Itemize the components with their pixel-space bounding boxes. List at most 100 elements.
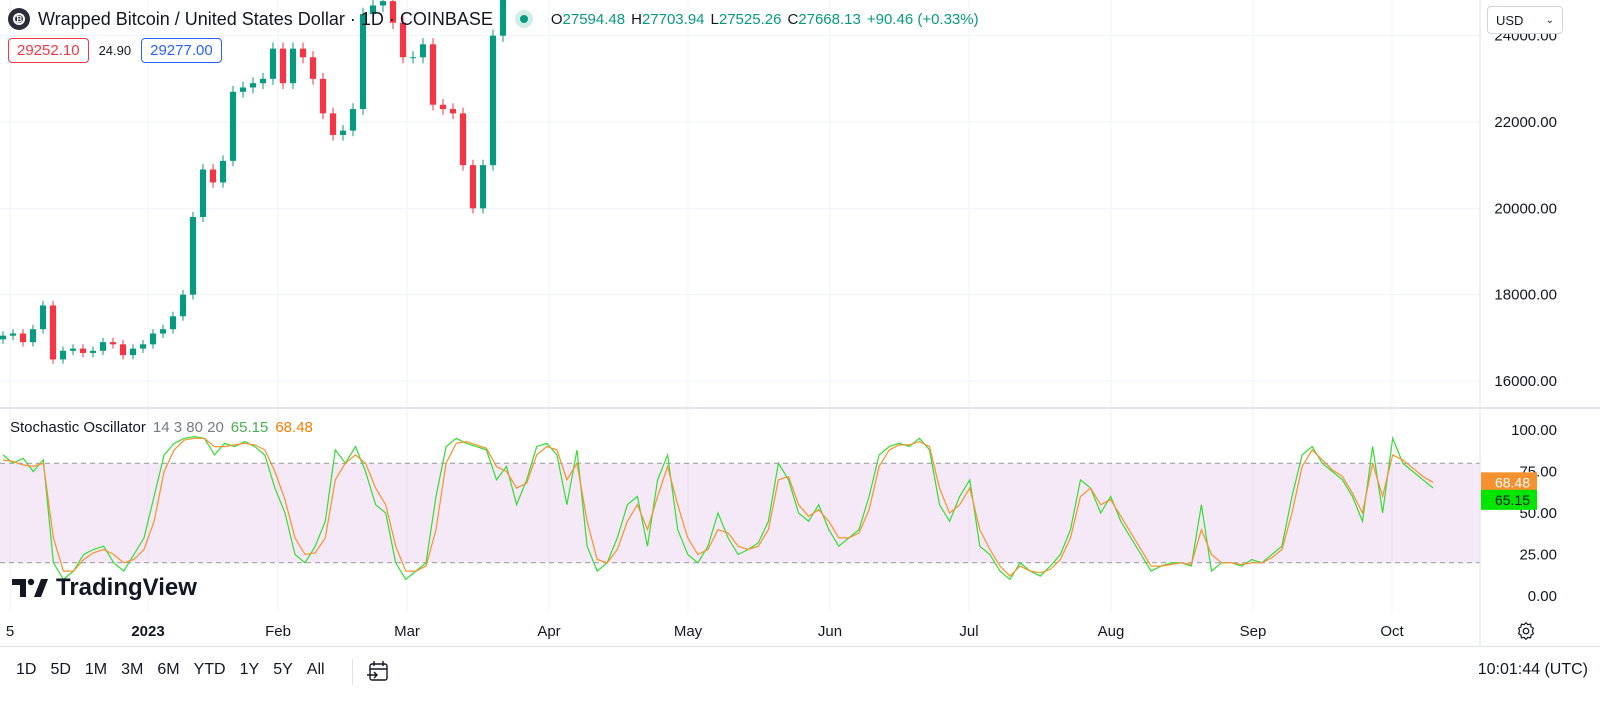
candle-body — [239, 87, 247, 92]
oversold-overbought-band — [0, 463, 1480, 563]
candle-body — [89, 350, 97, 353]
ohlc-values: O27594.48 H27703.94 L27525.26 C27668.13 … — [551, 11, 979, 28]
ohlc-key: L — [710, 10, 719, 28]
indicator-k-value: 65.15 — [230, 419, 269, 436]
market-open-icon — [514, 10, 533, 28]
candle-body — [269, 48, 277, 79]
candle-body — [199, 169, 207, 217]
candle-body — [449, 109, 457, 114]
ohlc-change: +90.46 (+0.33%) — [866, 10, 979, 28]
ohlc-key: C — [787, 10, 799, 28]
candle-body — [0, 335, 7, 340]
candle-body — [379, 1, 387, 6]
x-axis-tick-label: Jun — [818, 623, 842, 640]
indicator-params: 14 3 80 20 — [152, 419, 224, 436]
candle-body — [399, 22, 407, 58]
candle-body — [39, 305, 47, 330]
candle-body — [319, 78, 327, 114]
stoch-axis-tick-label: 25.00 — [1519, 547, 1557, 564]
candle-body — [299, 48, 307, 58]
price-axis-tick-label: 22000.00 — [1494, 114, 1557, 131]
price-axis-tick-label: 16000.00 — [1494, 373, 1557, 390]
candle-body — [349, 109, 357, 131]
candle-body — [289, 48, 297, 84]
candle-body — [409, 57, 417, 59]
candle-body — [419, 44, 427, 58]
ohlc-low: 27525.26 — [718, 10, 782, 28]
range-1d[interactable]: 1D — [16, 661, 37, 678]
wbtc-logo-icon: ₿ — [8, 8, 30, 30]
indicator-name: Stochastic Oscillator — [10, 419, 146, 436]
x-axis-tick-label: Mar — [394, 623, 420, 640]
candle-body — [339, 130, 347, 135]
grid-lines — [0, 0, 1480, 612]
sell-button[interactable]: 29252.10 — [8, 38, 89, 63]
candle-body — [219, 160, 227, 183]
tradingview-logo[interactable]: TradingView — [12, 574, 197, 602]
candle-body — [459, 113, 467, 166]
range-3m[interactable]: 3M — [121, 661, 144, 678]
candle-body — [279, 48, 287, 84]
utc-clock[interactable]: 10:01:44 (UTC) — [1477, 661, 1588, 678]
indicator-legend[interactable]: Stochastic Oscillator 14 3 80 20 65.15 6… — [10, 419, 313, 436]
candle-body — [309, 57, 317, 79]
range-all[interactable]: All — [306, 661, 325, 678]
range-5d[interactable]: 5D — [50, 661, 71, 678]
candle-body — [129, 348, 137, 356]
range-5y[interactable]: 5Y — [273, 661, 293, 678]
candle-body — [139, 344, 147, 349]
axes: 5 2023 Feb Mar Apr May Jun Jul Aug Sep Oct 16000.00… — [0, 0, 1600, 646]
chart-canvas[interactable]: 5 2023 Feb Mar Apr May Jun Jul Aug Sep Oct 16000.00… — [0, 0, 1600, 646]
x-axis-tick-label: Sep — [1240, 623, 1267, 640]
ohlc-key: H — [631, 10, 642, 28]
candle-body — [159, 329, 167, 334]
candle-body — [489, 35, 497, 166]
candle-body — [499, 0, 507, 36]
symbol-title[interactable]: Wrapped Bitcoin / United States Dollar ·… — [38, 8, 493, 29]
candle-body — [249, 83, 257, 88]
candle-body — [259, 78, 267, 84]
candle-body — [99, 342, 107, 351]
candle-body — [79, 348, 87, 353]
x-axis-tick-label: 5 — [6, 623, 14, 640]
candle-body — [9, 333, 17, 336]
stoch-k-label: 65.15 — [1495, 492, 1530, 508]
settings-gear-icon[interactable] — [1515, 620, 1537, 642]
candle-body — [209, 169, 217, 183]
range-6m[interactable]: 6M — [157, 661, 180, 678]
candle-body — [149, 333, 157, 345]
brand-name: TradingView — [56, 574, 197, 601]
x-axis-tick-label: Oct — [1380, 623, 1404, 640]
candle-body — [69, 348, 77, 351]
stoch-d-label-bg — [1481, 472, 1537, 493]
candle-body — [469, 165, 477, 209]
spread-value: 24.90 — [98, 43, 132, 58]
currency-select[interactable]: USD ⌄ — [1487, 6, 1563, 34]
stochastic-pane — [0, 435, 1480, 581]
candle-body — [369, 5, 377, 15]
x-axis-tick-label: May — [674, 623, 703, 640]
ohlc-high: 27703.94 — [641, 10, 705, 28]
range-1m[interactable]: 1M — [84, 661, 108, 678]
price-candles — [0, 0, 507, 364]
x-axis-tick-label: Apr — [537, 623, 560, 640]
x-axis-tick-label: Jul — [959, 623, 978, 640]
candle-body — [59, 350, 67, 360]
candle-body — [49, 305, 57, 360]
price-axis-tick-label: 18000.00 — [1494, 287, 1557, 304]
candle-body — [439, 104, 447, 110]
stoch-axis-tick-label: 0.00 — [1528, 588, 1557, 605]
candle-body — [229, 91, 237, 161]
x-axis-tick-label: Aug — [1098, 623, 1125, 640]
indicator-d-value: 68.48 — [275, 419, 313, 436]
stoch-d-line — [2, 437, 1434, 577]
bottom-toolbar: 1D 5D 1M 3M 6M YTD 1Y 5Y All 10:01:44 (U… — [0, 646, 1600, 705]
tradingview-logo-icon — [12, 578, 48, 597]
price-axis-tick-label: 20000.00 — [1494, 200, 1557, 217]
candle-body — [189, 216, 197, 295]
range-1y[interactable]: 1Y — [239, 661, 260, 678]
buy-button[interactable]: 29277.00 — [141, 38, 222, 63]
range-ytd[interactable]: YTD — [193, 661, 226, 678]
calendar-goto-icon[interactable] — [366, 659, 390, 683]
range-selector: 1D 5D 1M 3M 6M YTD 1Y 5Y All — [16, 661, 325, 679]
